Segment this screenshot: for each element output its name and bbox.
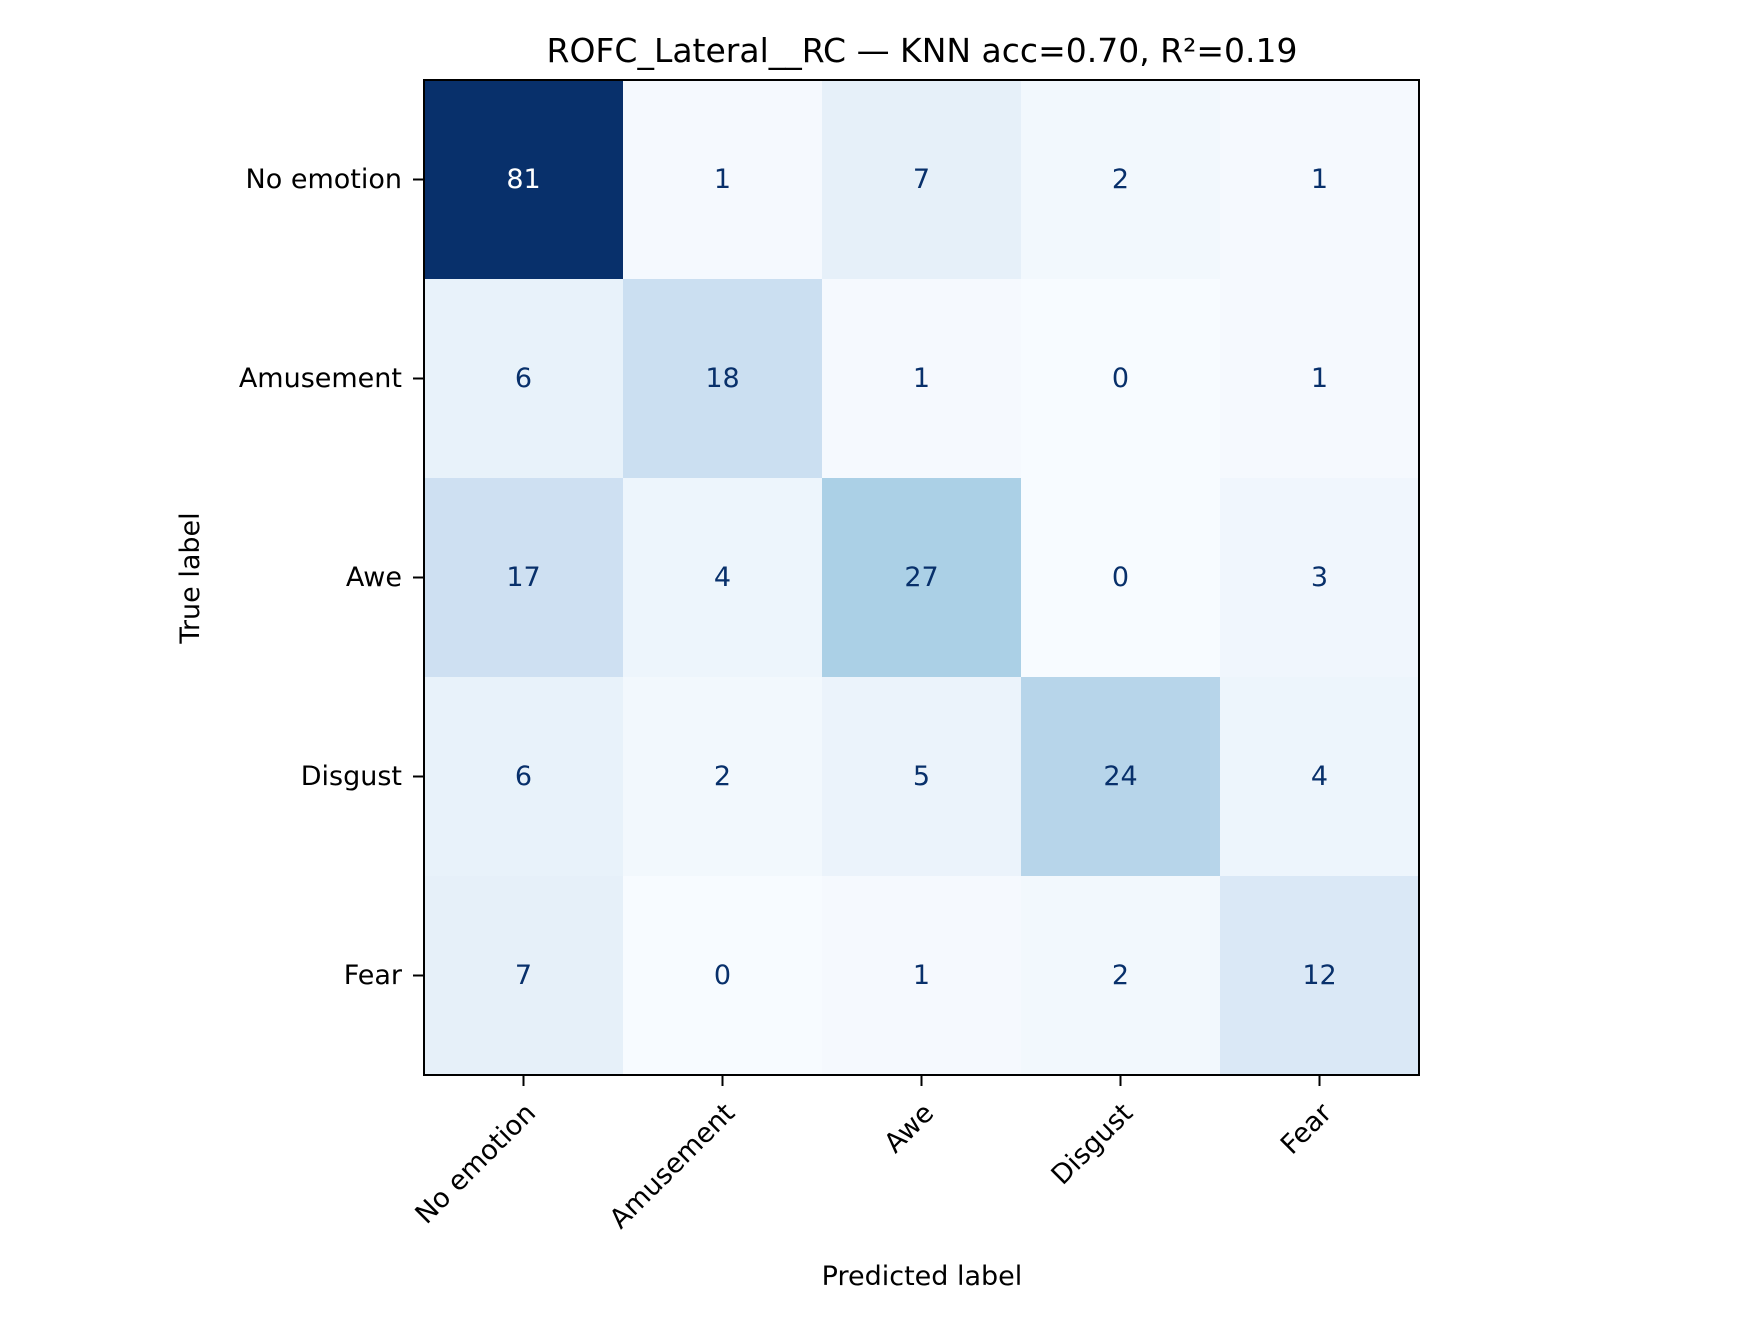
heatmap-cell-value: 4 — [714, 562, 731, 593]
heatmap-cell — [1021, 279, 1221, 479]
heatmap-cell-value: 1 — [714, 164, 731, 195]
heatmap-cell-value: 6 — [515, 363, 532, 394]
y-axis-ticks: No emotion Amusement Awe Disgust Fear — [239, 164, 424, 991]
heatmap-cell — [623, 478, 823, 678]
heatmap-cell — [1021, 80, 1221, 280]
heatmap-cell-value: 4 — [1311, 761, 1328, 792]
heatmap-cell — [1021, 478, 1221, 678]
heatmap-cell-value: 1 — [913, 960, 930, 991]
heatmap-cell — [623, 677, 823, 877]
y-tick-label: No emotion — [246, 164, 402, 195]
heatmap-cells — [424, 80, 1420, 1076]
heatmap-cell — [424, 279, 624, 479]
heatmap-cell-value: 1 — [913, 363, 930, 394]
heatmap-cell-value: 7 — [515, 960, 532, 991]
heatmap-cell-value: 6 — [515, 761, 532, 792]
y-tick-label: Fear — [344, 960, 403, 991]
heatmap-cell-value: 24 — [1103, 761, 1137, 792]
heatmap-cell-value: 17 — [506, 562, 540, 593]
heatmap-cell — [1021, 876, 1221, 1076]
heatmap-cell — [822, 80, 1022, 280]
heatmap-cell-value: 0 — [714, 960, 731, 991]
y-tick-label: Awe — [346, 562, 402, 593]
heatmap-cell-value: 3 — [1311, 562, 1328, 593]
heatmap-cell — [1220, 279, 1420, 479]
heatmap-cell — [623, 876, 823, 1076]
heatmap-cell — [1021, 677, 1221, 877]
heatmap-cell-value: 27 — [904, 562, 938, 593]
heatmap-cell — [424, 677, 624, 877]
heatmap-cell-value: 2 — [1112, 164, 1129, 195]
heatmap-cell-value: 2 — [1112, 960, 1129, 991]
heatmap-cell-value: 12 — [1302, 960, 1336, 991]
x-axis-label: Predicted label — [822, 1261, 1023, 1292]
heatmap-cell-value: 7 — [913, 164, 930, 195]
heatmap-cell-value: 1 — [1311, 363, 1328, 394]
heatmap-cell — [822, 478, 1022, 678]
heatmap-cell — [424, 876, 624, 1076]
heatmap-cell-value: 0 — [1112, 363, 1129, 394]
heatmap-cell — [1220, 876, 1420, 1076]
heatmap-cell — [1220, 478, 1420, 678]
chart-title: ROFC_Lateral__RC — KNN acc=0.70, R²=0.19 — [547, 31, 1298, 70]
heatmap-cell-value: 2 — [714, 761, 731, 792]
heatmap-cell-value: 81 — [506, 164, 540, 195]
heatmap-cell — [424, 80, 624, 280]
heatmap-cell-value: 1 — [1311, 164, 1328, 195]
heatmap-cell — [822, 279, 1022, 479]
y-tick-label: Disgust — [301, 761, 402, 792]
y-axis-label: True label — [175, 512, 206, 644]
heatmap-cell — [1220, 80, 1420, 280]
heatmap-cell — [623, 279, 823, 479]
heatmap-cell — [822, 876, 1022, 1076]
heatmap-cell-value: 5 — [913, 761, 930, 792]
heatmap-cell — [1220, 677, 1420, 877]
y-tick-label: Amusement — [239, 363, 402, 394]
heatmap-cell — [822, 677, 1022, 877]
heatmap-cell — [623, 80, 823, 280]
heatmap-cell-value: 18 — [705, 363, 739, 394]
heatmap-value-labels: 81 1 7 2 16 18 1 0 117 4 27 0 36 2 5 24 47 0 1 2 12 — [506, 164, 1336, 991]
heatmap-cell — [424, 478, 624, 678]
heatmap-cell-value: 0 — [1112, 562, 1129, 593]
